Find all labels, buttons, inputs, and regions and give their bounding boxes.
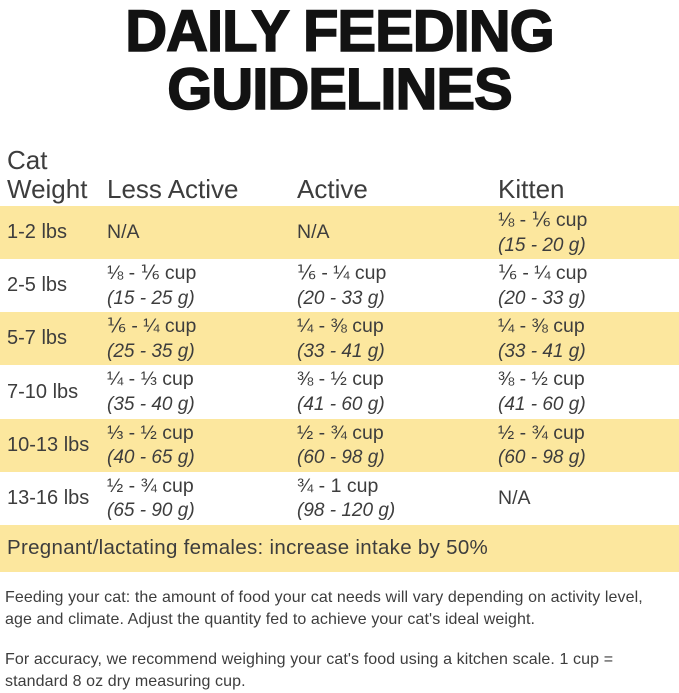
less-active-cell: ⅙ - ¼ cup (25 - 35 g): [107, 314, 297, 363]
grams-range: (15 - 20 g): [498, 234, 586, 256]
cups-range: ½ - ¾ cup: [107, 474, 194, 497]
table-header-row: Cat Weight Less Active Active Kitten: [0, 146, 679, 203]
kitten-cell: ¼ - ⅜ cup (33 - 41 g): [498, 314, 679, 363]
cups-range: ¾ - 1 cup: [297, 474, 379, 497]
cups-range: ⅙ - ¼ cup: [107, 315, 197, 338]
active-cell: ⅙ - ¼ cup (20 - 33 g): [297, 261, 498, 310]
grams-range: (33 - 41 g): [498, 340, 586, 362]
header-less-active: Less Active: [107, 173, 239, 204]
cups-range: ⅙ - ¼ cup: [498, 262, 588, 285]
footnote-accuracy: For accuracy, we recommend weighing your…: [5, 650, 614, 690]
grams-range: (41 - 60 g): [297, 393, 385, 415]
page-title: DAILY FEEDING GUIDELINES: [0, 0, 679, 122]
header-kitten: Kitten: [498, 173, 565, 204]
kitten-cell: ⅜ - ½ cup (41 - 60 g): [498, 367, 679, 416]
table-row: 5-7 lbs ⅙ - ¼ cup (25 - 35 g) ¼ - ⅜ cup …: [0, 312, 679, 366]
cups-range: ⅛ - ⅙ cup: [498, 209, 588, 232]
header-active: Active: [297, 173, 368, 204]
table-row: 10-13 lbs ⅓ - ½ cup (40 - 65 g) ½ - ¾ cu…: [0, 418, 679, 472]
kitten-cell: ⅙ - ¼ cup (20 - 33 g): [498, 261, 679, 310]
pregnant-lactating-note: Pregnant/lactating females: increase int…: [7, 536, 489, 560]
weight-cell: 7-10 lbs: [7, 380, 79, 403]
pregnant-lactating-note-row: Pregnant/lactating females: increase int…: [0, 524, 679, 572]
grams-range: (60 - 98 g): [297, 446, 385, 468]
cups-range: ⅜ - ½ cup: [498, 368, 585, 391]
active-cell: ¾ - 1 cup (98 - 120 g): [297, 474, 498, 523]
cups-range: ⅙ - ¼ cup: [297, 262, 387, 285]
weight-cell: 1-2 lbs: [7, 221, 68, 244]
grams-range: (25 - 35 g): [107, 340, 195, 362]
weight-cell: 2-5 lbs: [7, 274, 68, 297]
table-row: 2-5 lbs ⅛ - ⅙ cup (15 - 25 g) ⅙ - ¼ cup …: [0, 259, 679, 312]
page-title-line2: GUIDELINES: [167, 57, 514, 122]
less-active-cell: N/A: [107, 220, 297, 245]
grams-range: (40 - 65 g): [107, 446, 195, 468]
active-cell: ⅜ - ½ cup (41 - 60 g): [297, 367, 498, 416]
grams-range: (20 - 33 g): [297, 287, 385, 309]
cups-range: N/A: [297, 221, 330, 244]
less-active-cell: ¼ - ⅓ cup (35 - 40 g): [107, 367, 297, 416]
cups-range: N/A: [107, 221, 140, 244]
page-title-line1: DAILY FEEDING: [124, 0, 555, 64]
weight-cell: 13-16 lbs: [7, 486, 90, 509]
cups-range: ¼ - ⅓ cup: [107, 368, 194, 391]
grams-range: (33 - 41 g): [297, 340, 385, 362]
cups-range: ⅓ - ½ cup: [107, 421, 194, 444]
cups-range: ¼ - ⅜ cup: [498, 315, 585, 338]
weight-cell: 10-13 lbs: [7, 433, 90, 456]
header-cat-weight: Cat Weight: [7, 145, 88, 204]
weight-cell: 5-7 lbs: [7, 327, 68, 350]
less-active-cell: ½ - ¾ cup (65 - 90 g): [107, 474, 297, 523]
cups-range: ⅛ - ⅙ cup: [107, 262, 197, 285]
cups-range: ½ - ¾ cup: [498, 421, 585, 444]
cups-range: ½ - ¾ cup: [297, 421, 384, 444]
kitten-cell: ⅛ - ⅙ cup (15 - 20 g): [498, 208, 679, 257]
kitten-cell: ½ - ¾ cup (60 - 98 g): [498, 421, 679, 470]
table-row: 1-2 lbs N/A N/A ⅛ - ⅙ cup (15 - 20 g): [0, 206, 679, 260]
active-cell: N/A: [297, 220, 498, 245]
grams-range: (20 - 33 g): [498, 287, 586, 309]
less-active-cell: ⅛ - ⅙ cup (15 - 25 g): [107, 261, 297, 310]
grams-range: (35 - 40 g): [107, 393, 195, 415]
kitten-cell: N/A: [498, 486, 679, 511]
table-row: 7-10 lbs ¼ - ⅓ cup (35 - 40 g) ⅜ - ½ cup…: [0, 365, 679, 418]
active-cell: ½ - ¾ cup (60 - 98 g): [297, 421, 498, 470]
footnote-feeding: Feeding your cat: the amount of food you…: [5, 588, 643, 629]
grams-range: (98 - 120 g): [297, 500, 396, 521]
less-active-cell: ⅓ - ½ cup (40 - 65 g): [107, 421, 297, 470]
grams-range: (60 - 98 g): [498, 446, 586, 468]
grams-range: (15 - 25 g): [107, 287, 195, 309]
cups-range: N/A: [498, 486, 531, 509]
grams-range: (41 - 60 g): [498, 393, 586, 415]
table-row: 13-16 lbs ½ - ¾ cup (65 - 90 g) ¾ - 1 cu…: [0, 472, 679, 525]
cups-range: ⅜ - ½ cup: [297, 368, 384, 391]
active-cell: ¼ - ⅜ cup (33 - 41 g): [297, 314, 498, 363]
cups-range: ¼ - ⅜ cup: [297, 315, 384, 338]
grams-range: (65 - 90 g): [107, 500, 195, 521]
